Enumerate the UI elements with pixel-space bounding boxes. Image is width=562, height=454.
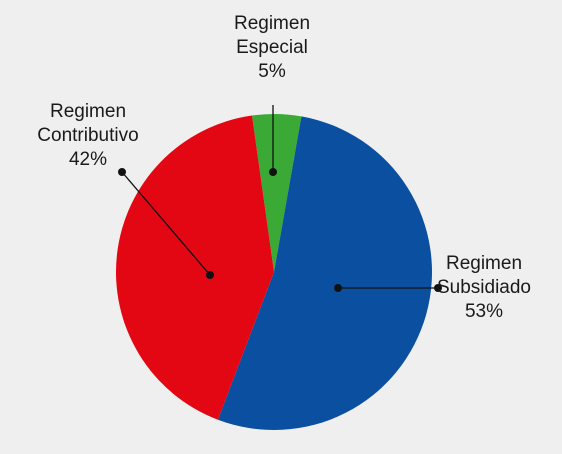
slice-label: Regimen Contributivo 42% — [32, 100, 144, 172]
pie-slice — [116, 115, 274, 420]
slice-label: Regimen Subsidiado 53% — [428, 252, 540, 324]
pie-slice — [217, 116, 433, 431]
leader-line — [121, 171, 211, 276]
leader-dot — [334, 284, 342, 292]
category-label: Regimen Especial — [233, 13, 311, 58]
value-label: 42% — [68, 149, 108, 170]
slice-label: Regimen Especial 5% — [216, 12, 328, 84]
leader-dot — [118, 168, 126, 176]
leader-dot — [434, 284, 442, 292]
pie-slice — [252, 114, 302, 273]
category-label: Regimen Subsidiado — [436, 253, 532, 298]
leader-dot — [206, 271, 214, 279]
leader-dot — [269, 168, 277, 176]
value-label: 5% — [258, 61, 286, 82]
category-label: Regimen Contributivo — [37, 101, 139, 146]
value-label: 53% — [464, 301, 504, 322]
